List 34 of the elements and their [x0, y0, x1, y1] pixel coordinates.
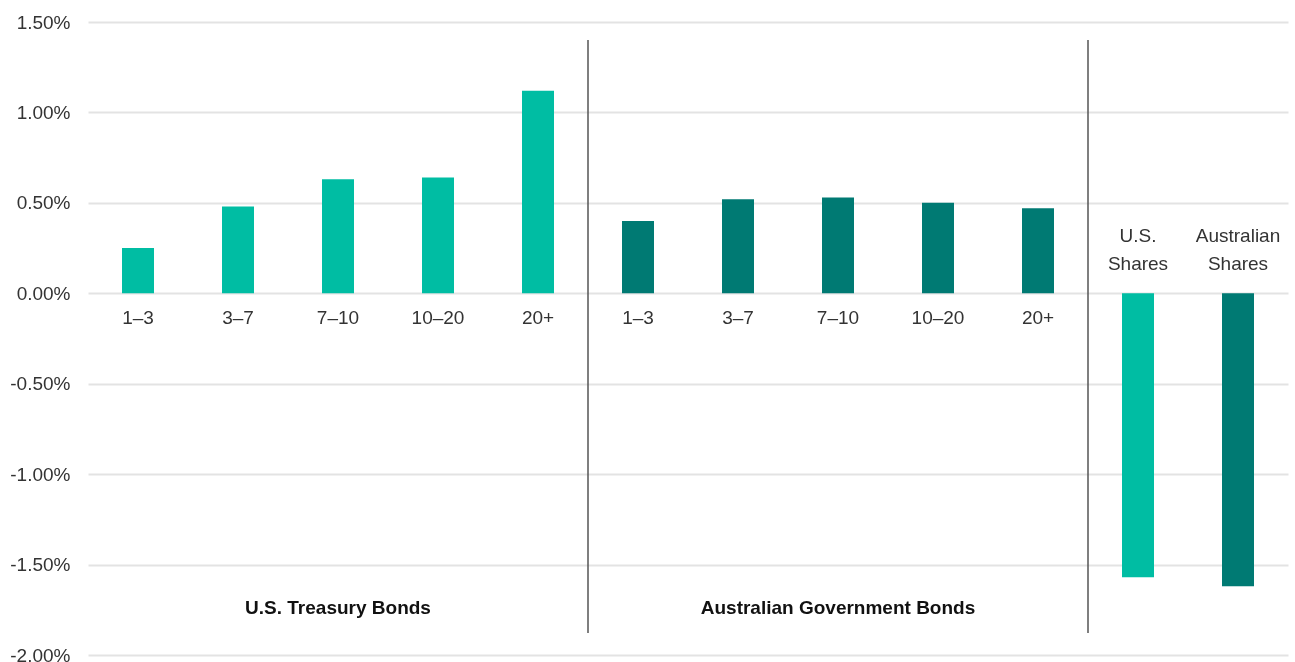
x-tick-label: 3–7 — [722, 307, 754, 329]
x-tick-label: 20+ — [521, 307, 555, 329]
y-tick-label: 1.00% — [16, 101, 71, 123]
bar — [1022, 208, 1054, 294]
bar — [522, 90, 554, 294]
bar — [822, 197, 854, 294]
x-tick-label: 1–3 — [122, 307, 154, 329]
bar — [622, 220, 654, 294]
x-tick-label: 10–20 — [911, 307, 965, 329]
x-tick-label: 7–10 — [316, 307, 360, 329]
bar — [1222, 293, 1254, 587]
y-tick-label: -2.00% — [10, 644, 71, 662]
x-tick-label: U.S. Shares — [1107, 225, 1169, 275]
x-tick-label: Australian Shares — [1195, 225, 1281, 275]
bar — [122, 248, 154, 294]
bar — [922, 202, 954, 294]
x-tick-label: 7–10 — [816, 307, 860, 329]
y-tick-label: -1.50% — [10, 554, 71, 576]
bar — [1122, 293, 1154, 578]
y-tick-label: 1.50% — [16, 11, 71, 33]
y-tick-label: 0.00% — [16, 282, 71, 304]
y-tick-label: -1.00% — [10, 463, 71, 485]
annotation: Australian Government Bonds — [700, 597, 976, 618]
annotation: U.S. Treasury Bonds — [245, 597, 431, 618]
x-tick-label: 20+ — [1021, 307, 1055, 329]
bar — [722, 199, 754, 294]
x-tick-label: 3–7 — [222, 307, 254, 329]
bar — [322, 179, 354, 294]
y-tick-label: -0.50% — [10, 373, 71, 395]
x-tick-label: 1–3 — [622, 307, 654, 329]
bar — [422, 177, 454, 294]
bar — [222, 206, 254, 294]
y-tick-label: 0.50% — [16, 192, 71, 214]
x-tick-label: 10–20 — [411, 307, 465, 329]
